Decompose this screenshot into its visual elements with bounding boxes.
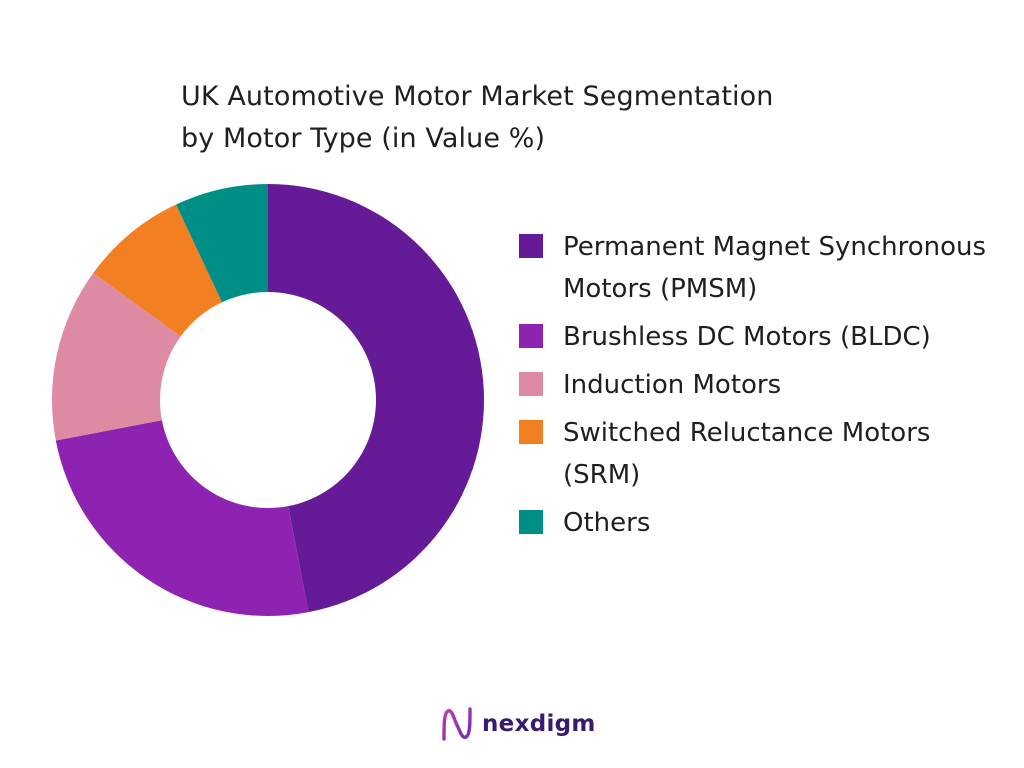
- legend-swatch-others: [519, 510, 543, 534]
- chart-title-line-1: UK Automotive Motor Market Segmentation: [181, 81, 774, 112]
- legend-item-induction: Induction Motors: [517, 364, 1017, 406]
- legend-label-bldc: Brushless DC Motors (BLDC): [563, 322, 931, 352]
- brand-logo: nexdigm: [440, 704, 596, 744]
- legend-label-induction: Induction Motors: [563, 370, 782, 400]
- donut-slice-srm: [93, 204, 223, 337]
- nexdigm-logo-icon: [442, 707, 472, 741]
- legend-item-bldc: Brushless DC Motors (BLDC): [517, 316, 1017, 358]
- legend-swatch-pmsm: [519, 234, 543, 258]
- legend-label-pmsm: Permanent Magnet Synchronous Motors (PMS…: [563, 232, 987, 304]
- donut-slice-induction: [52, 273, 181, 441]
- legend-label-others: Others: [563, 508, 651, 538]
- legend-swatch-srm: [519, 420, 543, 444]
- legend-item-pmsm: Permanent Magnet Synchronous Motors (PMS…: [517, 226, 1003, 310]
- chart-title: UK Automotive Motor Market Segmentation …: [181, 76, 881, 160]
- donut-slice-bldc: [55, 420, 309, 616]
- legend-swatch-bldc: [519, 324, 543, 348]
- logo-text: nexdigm: [482, 711, 596, 737]
- donut-slice-pmsm: [268, 184, 485, 613]
- chart-title-line-2: by Motor Type (in Value %): [181, 123, 546, 154]
- legend-label-srm: Switched Reluctance Motors (SRM): [563, 418, 931, 490]
- legend-swatch-induction: [519, 372, 543, 396]
- donut-slice-others: [176, 184, 268, 303]
- legend-item-srm: Switched Reluctance Motors (SRM): [517, 412, 1003, 496]
- legend-item-others: Others: [517, 502, 1017, 544]
- chart-legend: Permanent Magnet Synchronous Motors (PMS…: [517, 226, 1017, 550]
